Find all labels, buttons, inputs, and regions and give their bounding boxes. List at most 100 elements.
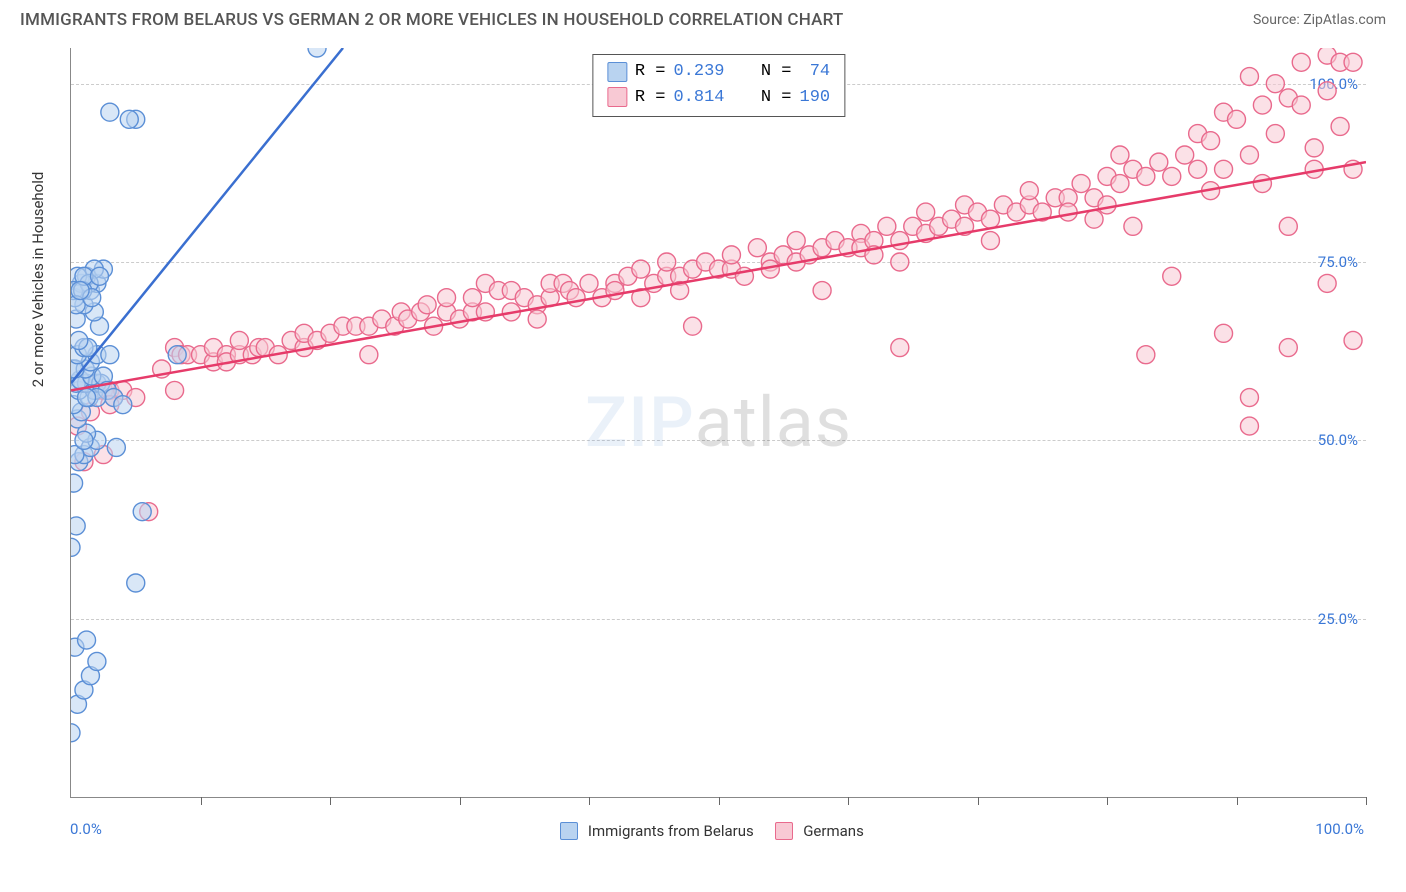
data-point <box>813 282 831 300</box>
data-point <box>114 396 132 414</box>
data-point <box>308 48 326 57</box>
data-point <box>1318 274 1336 292</box>
data-point <box>71 517 85 535</box>
data-point <box>1098 196 1116 214</box>
data-point <box>1240 146 1258 164</box>
legend-a-label: Immigrants from Belarus <box>588 822 754 840</box>
chart-area: 2 or more Vehicles in Household R = 0.23… <box>20 38 1386 848</box>
data-point <box>1279 217 1297 235</box>
data-point <box>1344 53 1362 71</box>
data-point <box>133 503 151 521</box>
x-tick <box>1237 797 1238 805</box>
data-point <box>891 253 909 271</box>
data-point <box>891 339 909 357</box>
x-tick <box>1107 797 1108 805</box>
data-point <box>1111 146 1129 164</box>
stats-a-r-label: R = <box>635 59 666 85</box>
source-label: Source: ZipAtlas.com <box>1253 12 1386 28</box>
data-point <box>120 110 138 128</box>
data-point <box>981 232 999 250</box>
x-tick <box>848 797 849 805</box>
x-tick <box>589 797 590 805</box>
data-point <box>528 310 546 328</box>
data-point <box>1279 339 1297 357</box>
stats-legend-box: R = 0.239 N = 74 R = 0.814 N = 190 <box>592 54 845 117</box>
data-point <box>1240 389 1258 407</box>
data-point <box>684 317 702 335</box>
data-point <box>1215 160 1233 178</box>
stats-a-r-value: 0.239 <box>673 59 724 85</box>
data-point <box>101 103 119 121</box>
x-tick <box>460 797 461 805</box>
data-point <box>658 253 676 271</box>
data-point <box>917 203 935 221</box>
data-point <box>878 217 896 235</box>
stats-row-b: R = 0.814 N = 190 <box>607 85 830 111</box>
data-point <box>1189 160 1207 178</box>
data-point <box>580 274 598 292</box>
data-point <box>1253 175 1271 193</box>
legend-b-swatch <box>775 822 793 840</box>
data-point <box>748 239 766 257</box>
data-point <box>78 631 96 649</box>
stats-b-n-value: 190 <box>800 85 831 111</box>
stats-a-n-value: 74 <box>800 59 831 85</box>
data-point <box>107 438 125 456</box>
data-point <box>463 289 481 307</box>
data-point <box>71 331 88 349</box>
legend-b-label: Germans <box>803 822 864 840</box>
data-point <box>1059 203 1077 221</box>
data-point <box>71 538 80 556</box>
data-point <box>1215 324 1233 342</box>
data-point <box>1266 75 1284 93</box>
x-tick <box>719 797 720 805</box>
data-point <box>438 289 456 307</box>
data-point <box>418 296 436 314</box>
series-b-swatch <box>607 87 627 107</box>
x-tick <box>201 797 202 805</box>
data-point <box>1266 125 1284 143</box>
x-tick <box>978 797 979 805</box>
y-axis-title: 2 or more Vehicles in Household <box>29 172 47 388</box>
data-point <box>1292 96 1310 114</box>
data-point <box>168 346 186 364</box>
x-tick <box>330 797 331 805</box>
data-point <box>1020 182 1038 200</box>
data-point <box>71 724 80 742</box>
stats-a-n-label: N = <box>761 59 792 85</box>
data-point <box>1176 146 1194 164</box>
data-point <box>1240 417 1258 435</box>
data-point <box>75 431 93 449</box>
data-point <box>71 474 83 492</box>
stats-b-r-value: 0.814 <box>673 85 724 111</box>
scatter-plot-svg <box>71 48 1366 797</box>
x-tick <box>1366 797 1367 805</box>
data-point <box>127 574 145 592</box>
data-point <box>1305 139 1323 157</box>
stats-b-n-label: N = <box>761 85 792 111</box>
legend-a-swatch <box>560 822 578 840</box>
data-point <box>166 381 184 399</box>
stats-b-r-label: R = <box>635 85 666 111</box>
data-point <box>1344 331 1362 349</box>
chart-title: IMMIGRANTS FROM BELARUS VS GERMAN 2 OR M… <box>20 10 843 30</box>
data-point <box>787 232 805 250</box>
data-point <box>78 389 96 407</box>
bottom-legend: Immigrants from Belarus Germans <box>20 822 1386 840</box>
data-point <box>88 652 106 670</box>
data-point <box>1124 217 1142 235</box>
data-point <box>1137 167 1155 185</box>
chart-container: IMMIGRANTS FROM BELARUS VS GERMAN 2 OR M… <box>0 0 1406 892</box>
data-point <box>1150 153 1168 171</box>
data-point <box>1292 53 1310 71</box>
data-point <box>1163 267 1181 285</box>
data-point <box>1137 346 1155 364</box>
stats-row-a: R = 0.239 N = 74 <box>607 59 830 85</box>
data-point <box>101 346 119 364</box>
data-point <box>632 260 650 278</box>
data-point <box>360 346 378 364</box>
data-point <box>567 289 585 307</box>
plot-region: R = 0.239 N = 74 R = 0.814 N = 190 ZIPat… <box>70 48 1366 798</box>
data-point <box>1085 210 1103 228</box>
data-point <box>1163 167 1181 185</box>
